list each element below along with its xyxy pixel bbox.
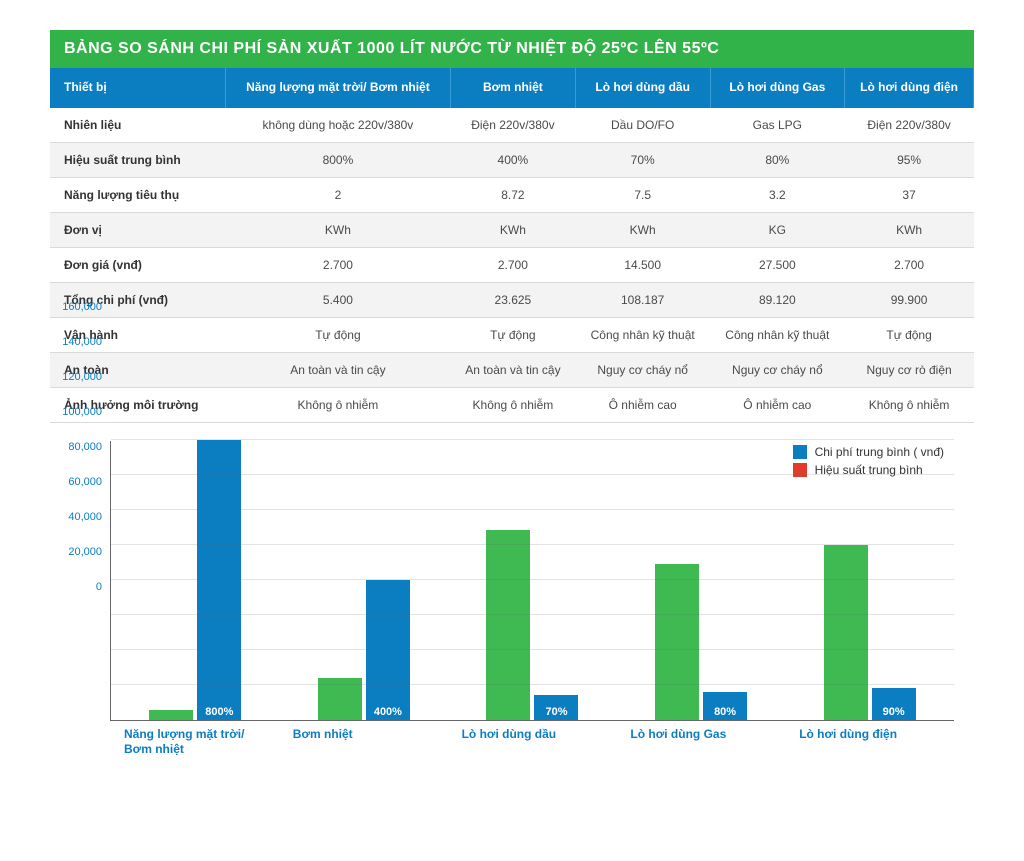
comparison-table: Thiết bịNăng lượng mặt trời/ Bơm nhiệtBơ…	[50, 68, 974, 423]
cell: Tự động	[225, 317, 450, 352]
cell: Ô nhiễm cao	[575, 387, 710, 422]
cell: Nguy cơ cháy nổ	[710, 352, 845, 387]
row-label: Hiệu suất trung bình	[50, 142, 225, 177]
cost-chart: Chi phí trung bình ( vnđ)Hiệu suất trung…	[50, 441, 974, 781]
col-header: Lò hơi dùng điện	[845, 68, 974, 108]
bar-group: 80%	[617, 441, 786, 720]
cell: 800%	[225, 142, 450, 177]
cell: 95%	[845, 142, 974, 177]
bar-pct-label: 800%	[205, 706, 233, 718]
bar-efficiency: 80%	[703, 692, 747, 720]
cell: 2.700	[225, 247, 450, 282]
col-header: Lò hơi dùng Gas	[710, 68, 845, 108]
bar-pct-label: 400%	[374, 706, 402, 718]
table-row: Năng lượng tiêu thụ28.727.53.237	[50, 177, 974, 212]
x-label: Lò hơi dùng dầu	[448, 721, 617, 757]
bar-pct-label: 70%	[545, 706, 567, 718]
cell: không dùng hoặc 220v/380v	[225, 108, 450, 143]
cell: 400%	[450, 142, 575, 177]
table-row: An toànAn toàn và tin cậyAn toàn và tin …	[50, 352, 974, 387]
cell: Điện 220v/380v	[450, 108, 575, 143]
bar-efficiency: 400%	[366, 580, 410, 720]
cell: Công nhân kỹ thuật	[575, 317, 710, 352]
cell: Không ô nhiễm	[450, 387, 575, 422]
table-row: Nhiên liệukhông dùng hoặc 220v/380vĐiện …	[50, 108, 974, 143]
cell: Không ô nhiễm	[845, 387, 974, 422]
row-label: Nhiên liệu	[50, 108, 225, 143]
y-tick-label: 160,000	[62, 301, 102, 581]
bar-cost	[655, 564, 699, 720]
cell: 3.2	[710, 177, 845, 212]
x-label: Bơm nhiệt	[279, 721, 448, 757]
bar-cost	[486, 530, 530, 719]
bar-pct-label: 80%	[714, 706, 736, 718]
bar-group: 90%	[785, 441, 954, 720]
plot-area: 800% 400% 70% 80% 90%	[110, 441, 954, 721]
cell: KG	[710, 212, 845, 247]
cell: KWh	[450, 212, 575, 247]
cell: Điện 220v/380v	[845, 108, 974, 143]
table-row: Đơn vịKWhKWhKWhKGKWh	[50, 212, 974, 247]
cell: Dầu DO/FO	[575, 108, 710, 143]
cell: Ô nhiễm cao	[710, 387, 845, 422]
cell: 23.625	[450, 282, 575, 317]
col-header-device: Thiết bị	[50, 68, 225, 108]
x-label: Lò hơi dùng Gas	[616, 721, 785, 757]
bar-pct-label: 90%	[883, 706, 905, 718]
cell: KWh	[225, 212, 450, 247]
x-label: Năng lượng mặt trời/ Bơm nhiệt	[110, 721, 279, 757]
cell: 14.500	[575, 247, 710, 282]
table-row: Tổng chi phí (vnđ)5.40023.625108.18789.1…	[50, 282, 974, 317]
row-label: Đơn giá (vnđ)	[50, 247, 225, 282]
cell: An toàn và tin cậy	[225, 352, 450, 387]
cell: Công nhân kỹ thuật	[710, 317, 845, 352]
col-header: Lò hơi dùng dầu	[575, 68, 710, 108]
row-label: Năng lượng tiêu thụ	[50, 177, 225, 212]
cell: 37	[845, 177, 974, 212]
cell: 2.700	[845, 247, 974, 282]
cell: KWh	[575, 212, 710, 247]
cell: 108.187	[575, 282, 710, 317]
cell: 80%	[710, 142, 845, 177]
table-row: Hiệu suất trung bình800%400%70%80%95%	[50, 142, 974, 177]
col-header: Bơm nhiệt	[450, 68, 575, 108]
bar-efficiency: 70%	[534, 695, 578, 720]
col-header: Năng lượng mặt trời/ Bơm nhiệt	[225, 68, 450, 108]
cell: Gas LPG	[710, 108, 845, 143]
table-row: Đơn giá (vnđ)2.7002.70014.50027.5002.700	[50, 247, 974, 282]
cell: 5.400	[225, 282, 450, 317]
bar-group: 800%	[111, 441, 280, 720]
y-axis: 020,00040,00060,00080,000100,000120,0001…	[50, 441, 110, 721]
cell: 2.700	[450, 247, 575, 282]
cell: 99.900	[845, 282, 974, 317]
x-label: Lò hơi dùng điện	[785, 721, 954, 757]
table-title: BẢNG SO SÁNH CHI PHÍ SẢN XUẤT 1000 LÍT N…	[50, 30, 974, 68]
cell: 70%	[575, 142, 710, 177]
bar-cost	[149, 710, 193, 719]
table-row: Ảnh hưởng môi trườngKhông ô nhiễmKhông ô…	[50, 387, 974, 422]
cell: Không ô nhiễm	[225, 387, 450, 422]
cell: Tự động	[450, 317, 575, 352]
bar-group: 70%	[448, 441, 617, 720]
cell: 27.500	[710, 247, 845, 282]
x-axis-labels: Năng lượng mặt trời/ Bơm nhiệtBơm nhiệtL…	[110, 721, 954, 757]
cell: 2	[225, 177, 450, 212]
cell: 89.120	[710, 282, 845, 317]
cell: Tự động	[845, 317, 974, 352]
cell: KWh	[845, 212, 974, 247]
cell: 8.72	[450, 177, 575, 212]
cell: Nguy cơ rò điện	[845, 352, 974, 387]
cell: Nguy cơ cháy nổ	[575, 352, 710, 387]
bar-efficiency: 90%	[872, 688, 916, 720]
row-label: Đơn vị	[50, 212, 225, 247]
bar-efficiency: 800%	[197, 440, 241, 720]
cell: An toàn và tin cậy	[450, 352, 575, 387]
cell: 7.5	[575, 177, 710, 212]
bar-cost	[824, 545, 868, 720]
table-row: Vận hànhTự độngTự độngCông nhân kỹ thuật…	[50, 317, 974, 352]
bar-group: 400%	[280, 441, 449, 720]
